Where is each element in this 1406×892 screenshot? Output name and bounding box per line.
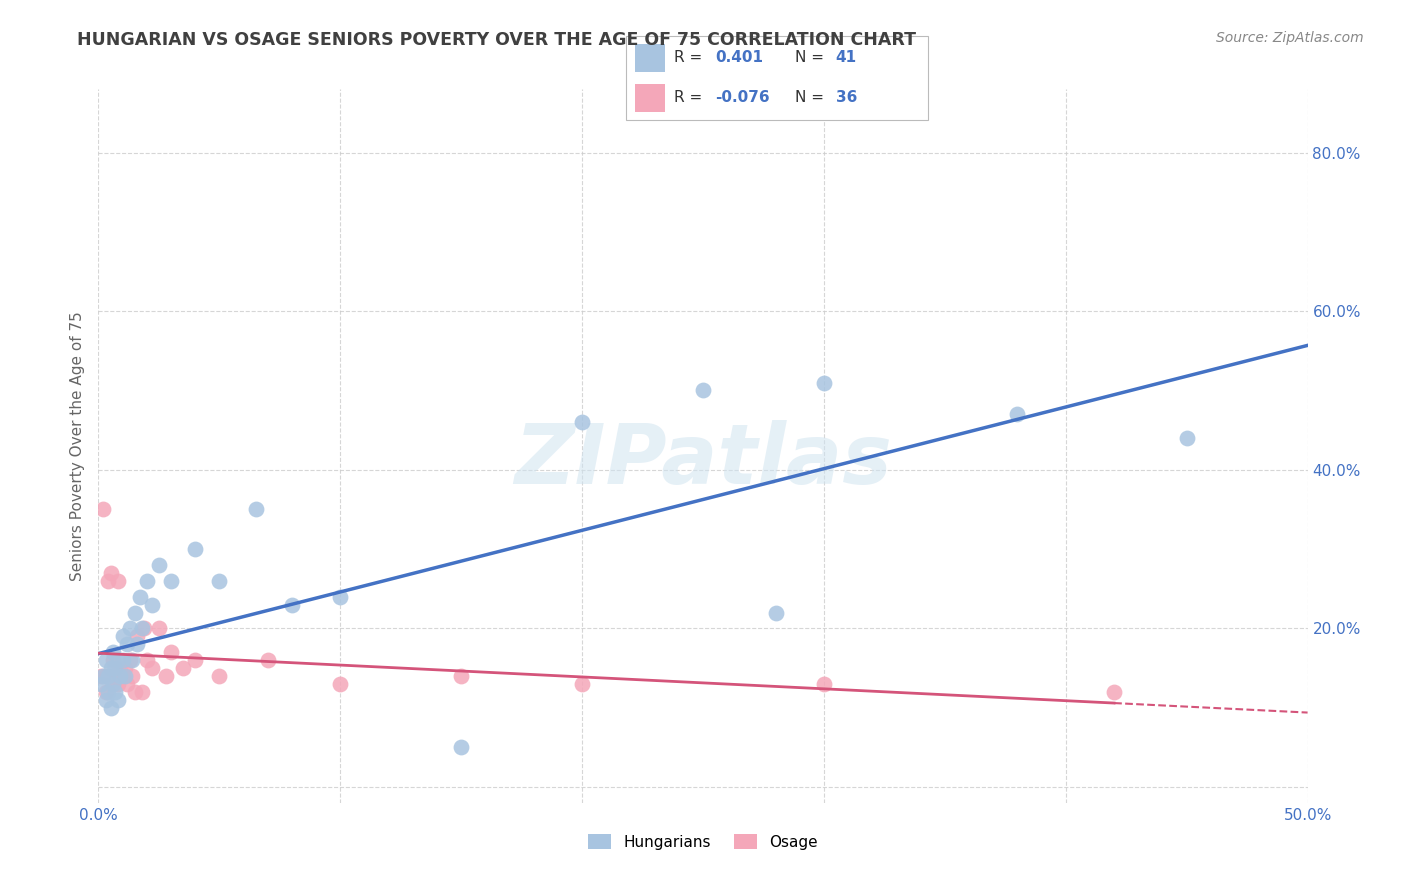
Point bbox=[135, 574, 157, 588]
Text: R =: R = bbox=[673, 90, 707, 105]
Point bbox=[692, 384, 714, 398]
Point bbox=[101, 677, 124, 691]
Text: -0.076: -0.076 bbox=[714, 90, 769, 105]
Point bbox=[97, 669, 120, 683]
Point bbox=[107, 677, 129, 691]
Point bbox=[91, 669, 114, 683]
Point bbox=[118, 621, 141, 635]
Point bbox=[131, 621, 153, 635]
Point bbox=[101, 677, 124, 691]
Point bbox=[97, 685, 120, 699]
FancyBboxPatch shape bbox=[634, 45, 665, 72]
Point bbox=[104, 685, 127, 699]
Point bbox=[111, 629, 134, 643]
Point bbox=[101, 653, 124, 667]
Point bbox=[90, 669, 112, 683]
Point bbox=[1007, 407, 1029, 421]
Point bbox=[124, 606, 146, 620]
Text: Source: ZipAtlas.com: Source: ZipAtlas.com bbox=[1216, 31, 1364, 45]
Point bbox=[94, 653, 117, 667]
Text: N =: N = bbox=[794, 90, 828, 105]
Point bbox=[184, 653, 207, 667]
Point bbox=[813, 376, 835, 390]
FancyBboxPatch shape bbox=[634, 84, 665, 112]
Point bbox=[148, 558, 170, 572]
Point bbox=[329, 677, 352, 691]
Point bbox=[131, 685, 153, 699]
Point bbox=[100, 700, 122, 714]
Point bbox=[245, 502, 267, 516]
Point bbox=[97, 574, 120, 588]
Point bbox=[450, 669, 472, 683]
Y-axis label: Seniors Poverty Over the Age of 75: Seniors Poverty Over the Age of 75 bbox=[70, 311, 86, 581]
Text: ZIPatlas: ZIPatlas bbox=[515, 420, 891, 500]
Text: HUNGARIAN VS OSAGE SENIORS POVERTY OVER THE AGE OF 75 CORRELATION CHART: HUNGARIAN VS OSAGE SENIORS POVERTY OVER … bbox=[77, 31, 917, 49]
Point bbox=[104, 669, 127, 683]
FancyBboxPatch shape bbox=[626, 36, 928, 120]
Text: 0.401: 0.401 bbox=[714, 50, 763, 65]
Text: R =: R = bbox=[673, 50, 707, 65]
Point bbox=[117, 677, 139, 691]
Point bbox=[160, 645, 183, 659]
Point bbox=[94, 692, 117, 706]
Point bbox=[256, 653, 278, 667]
Legend: Hungarians, Osage: Hungarians, Osage bbox=[582, 828, 824, 855]
Text: 41: 41 bbox=[835, 50, 856, 65]
Point bbox=[155, 669, 177, 683]
Text: N =: N = bbox=[794, 50, 828, 65]
Point bbox=[765, 606, 787, 620]
Point bbox=[141, 598, 163, 612]
Point bbox=[94, 685, 117, 699]
Point bbox=[128, 590, 150, 604]
Point bbox=[100, 661, 122, 675]
Point bbox=[94, 669, 117, 683]
Point bbox=[160, 574, 183, 588]
Point bbox=[172, 661, 194, 675]
Point bbox=[114, 669, 136, 683]
Point bbox=[107, 653, 129, 667]
Point bbox=[1175, 431, 1198, 445]
Point bbox=[450, 740, 472, 755]
Point bbox=[100, 566, 122, 580]
Point bbox=[111, 669, 134, 683]
Point bbox=[135, 653, 157, 667]
Point bbox=[90, 677, 112, 691]
Point bbox=[208, 574, 231, 588]
Point bbox=[101, 645, 124, 659]
Point bbox=[108, 669, 131, 683]
Point bbox=[111, 653, 134, 667]
Point bbox=[184, 542, 207, 557]
Point bbox=[121, 653, 143, 667]
Point bbox=[134, 621, 156, 635]
Point bbox=[148, 621, 170, 635]
Point bbox=[281, 598, 304, 612]
Point bbox=[208, 669, 231, 683]
Point bbox=[141, 661, 163, 675]
Point bbox=[104, 661, 127, 675]
Point bbox=[91, 502, 114, 516]
Point bbox=[127, 629, 149, 643]
Text: 36: 36 bbox=[835, 90, 858, 105]
Point bbox=[107, 574, 129, 588]
Point bbox=[107, 692, 129, 706]
Point bbox=[100, 669, 122, 683]
Point bbox=[1102, 685, 1125, 699]
Point bbox=[571, 677, 593, 691]
Point bbox=[114, 661, 136, 675]
Point bbox=[108, 661, 131, 675]
Point bbox=[118, 653, 141, 667]
Point bbox=[117, 637, 139, 651]
Point bbox=[329, 590, 352, 604]
Point bbox=[127, 637, 149, 651]
Point bbox=[813, 677, 835, 691]
Point bbox=[121, 669, 143, 683]
Point bbox=[124, 685, 146, 699]
Point bbox=[571, 415, 593, 429]
